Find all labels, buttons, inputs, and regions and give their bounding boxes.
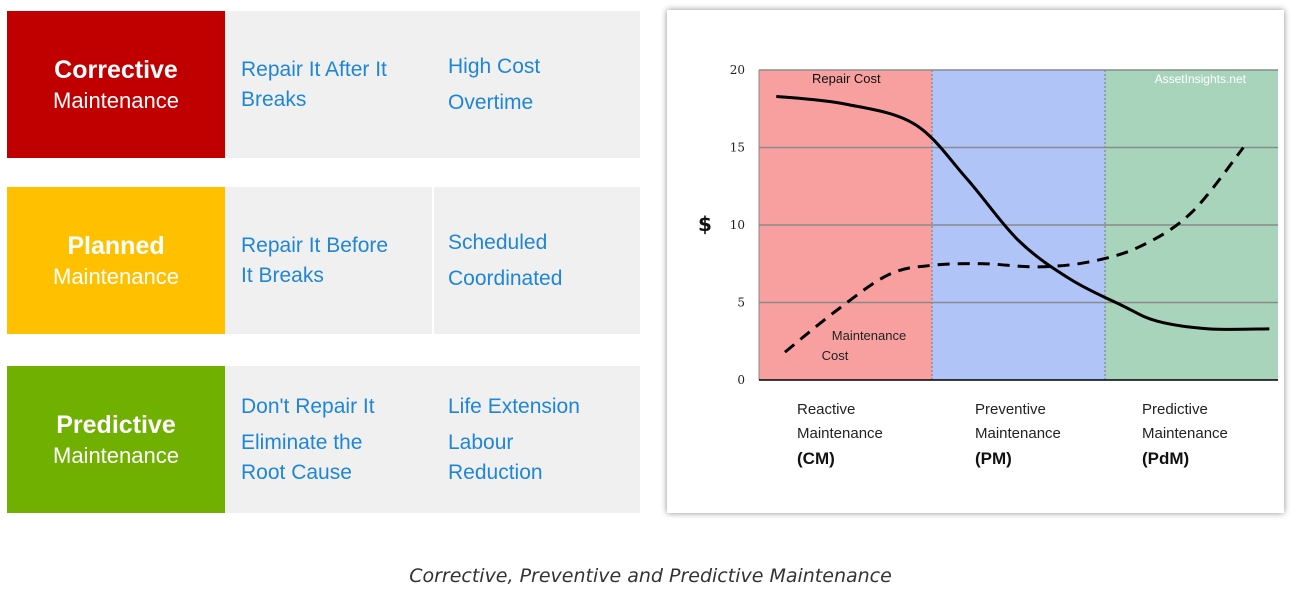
planned-label-block: Planned Maintenance xyxy=(7,187,225,334)
row-attributes: Life Extension Labour Reduction xyxy=(448,366,638,513)
row-attributes: Scheduled Coordinated xyxy=(448,187,638,334)
row-subtitle: Maintenance xyxy=(53,87,179,113)
row-description: Repair It After It Breaks xyxy=(241,11,431,158)
repair-cost-line xyxy=(776,94,1270,331)
x-category-label: Maintenance xyxy=(975,425,1061,442)
figure-caption: Corrective, Preventive and Predictive Ma… xyxy=(409,565,892,587)
x-category-abbr: (PdM) xyxy=(1142,449,1189,468)
row-attributes: High Cost Overtime xyxy=(448,11,638,158)
chart-svg: 0 5 10 15 20 $ AssetInsights.net Reactive Mainte… xyxy=(698,63,1278,468)
row-attr-line: Overtime xyxy=(448,90,534,114)
y-tick-label: 0 xyxy=(737,373,745,387)
x-category-label: Preventive xyxy=(975,401,1046,418)
corrective-row: Corrective Maintenance Repair It After I… xyxy=(7,11,640,158)
planned-row: Planned Maintenance Repair It Before It … xyxy=(7,187,640,334)
row-desc-line: It Breaks xyxy=(241,263,324,287)
x-category-label: Maintenance xyxy=(797,425,883,442)
row-attr-line: Labour xyxy=(448,430,514,454)
series-label: Repair Cost xyxy=(812,71,881,86)
y-tick-label: 5 xyxy=(737,296,745,310)
y-axis-label: $ xyxy=(698,212,712,236)
series-label: Maintenance xyxy=(832,328,906,343)
corrective-label-block: Corrective Maintenance xyxy=(7,11,225,158)
row-subtitle: Maintenance xyxy=(53,263,179,289)
maintenance-cost-line xyxy=(784,146,1245,354)
row-title: Planned xyxy=(67,231,165,260)
y-tick-label: 10 xyxy=(730,218,745,232)
row-desc-line: Root Cause xyxy=(241,460,352,484)
watermark: AssetInsights.net xyxy=(1155,72,1247,86)
row-title: Predictive xyxy=(56,410,176,439)
x-category-abbr: (PM) xyxy=(975,449,1012,468)
y-tick-label: 15 xyxy=(730,141,745,155)
y-tick-label: 20 xyxy=(730,63,745,77)
row-desc-line: Eliminate the xyxy=(241,430,363,454)
predictive-label-block: Predictive Maintenance xyxy=(7,366,225,513)
x-category-label: Maintenance xyxy=(1142,425,1228,442)
row-desc-line: Repair It After It xyxy=(241,57,387,81)
row-attr-line: Scheduled xyxy=(448,230,548,254)
row-desc-line: Repair It Before xyxy=(241,233,389,257)
series-label: Cost xyxy=(822,348,849,363)
x-category-label: Reactive xyxy=(797,401,855,418)
predictive-row: Predictive Maintenance Don't Repair It E… xyxy=(7,366,640,513)
maintenance-cost-chart: 0 5 10 15 20 $ AssetInsights.net Reactive Mainte… xyxy=(667,10,1284,513)
x-category-label: Predictive xyxy=(1142,401,1208,418)
row-description: Don't Repair It Eliminate the Root Cause xyxy=(241,366,431,513)
row-attr-line: High Cost xyxy=(448,54,541,78)
column-divider xyxy=(432,187,434,334)
row-desc-line: Don't Repair It xyxy=(241,394,375,418)
row-description: Repair It Before It Breaks xyxy=(241,187,431,334)
row-subtitle: Maintenance xyxy=(53,442,179,468)
row-attr-line: Life Extension xyxy=(448,394,580,418)
x-category-abbr: (CM) xyxy=(797,449,835,468)
row-title: Corrective xyxy=(54,55,178,84)
row-attr-line: Coordinated xyxy=(448,266,563,290)
row-desc-line: Breaks xyxy=(241,87,307,111)
row-attr-line: Reduction xyxy=(448,460,543,484)
